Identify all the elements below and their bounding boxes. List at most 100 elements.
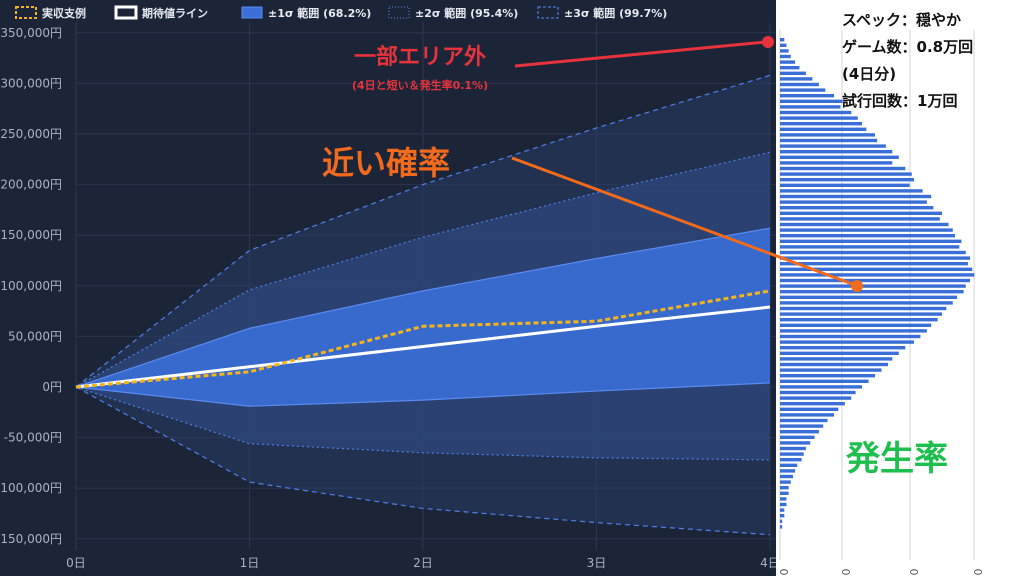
histogram-bar [780,133,876,137]
histogram-bar [780,463,798,467]
legend-label: ±3σ 範囲 (99.7%) [564,6,667,20]
histogram-bar [780,178,914,182]
x-tick-label: 0日 [66,556,86,570]
sigma1-lower-line [75,382,771,407]
legend-label: 実収支例 [42,6,86,20]
y-tick-label: 50,000円 [8,329,62,343]
histogram-bar [780,469,796,473]
histogram-bar [780,88,826,92]
sigma3-upper-line [75,74,771,388]
histogram-bar [780,346,906,350]
histogram-bar [780,402,845,406]
histogram-bar [780,458,802,462]
histogram-bar [780,161,893,165]
legend-swatch [15,6,37,19]
legend-label: 期待値ライン [142,6,208,20]
histogram-bar [780,306,947,311]
histogram-bar [780,206,934,210]
histogram-bar [780,514,785,518]
histogram: 0 0 0 0 [777,30,984,576]
histogram-bar [780,239,962,243]
legend-swatch [388,6,410,19]
histogram-bar [780,368,882,372]
histogram-bar [780,49,789,53]
histogram-bar [780,54,791,59]
occurrence-label: 発生率 [846,439,948,479]
histogram-bar [780,295,958,299]
outside-area-title: 一部エリア外 [354,44,486,70]
histogram-bar [780,262,968,266]
histogram-bar [780,66,800,70]
sigma3-lower-line [75,386,771,536]
x-tick-labels: 0日 1日 2日 3日 4日 [66,556,776,570]
spec-line-4: 試行回数：1万回 [842,92,958,110]
histogram-bar [780,200,927,204]
histogram-bar [780,60,796,64]
histogram-bar [780,38,785,42]
histogram-bar [780,474,793,479]
histogram-bar [780,508,785,512]
histogram-bar [780,446,806,451]
actual-line [75,289,771,389]
y-tick-label: 100,000円 [0,279,62,293]
legend-swatch [537,6,559,19]
histogram-bar [780,480,791,484]
histogram-bar [780,519,783,523]
histogram-bar [780,418,828,423]
histogram-bar [780,194,932,199]
histogram-bar [780,413,834,417]
sigma1-upper-line [75,227,771,388]
histogram-bar [780,379,869,383]
histogram-bar [780,430,819,434]
spec-line-2: ゲーム数：0.8万回 [842,38,974,56]
histogram-bar [780,284,966,288]
histogram-bar [780,301,953,305]
histogram-bar [780,267,973,271]
histogram-panel: 0 0 0 0 [776,0,1024,576]
chart-panel: -150,000円 -100,000円 -50,000円 0円 50,000円 100,0… [0,0,776,576]
legend-label: ±2σ 範囲 (95.4%) [415,6,518,20]
histogram-bar [780,362,888,367]
histogram-bar [780,374,876,378]
histogram-bar [780,138,878,143]
histogram-bar [780,323,932,327]
histogram-bar [780,256,971,260]
x-tick-label: 3日 [587,556,607,570]
histogram-bar [780,357,893,361]
y-tick-label: 350,000円 [0,26,62,40]
histogram-bar [780,334,921,339]
histogram-bar [780,127,867,131]
histogram-axis-label: 0 [839,569,852,576]
histogram-bar [780,351,899,355]
histogram-bar [780,407,839,411]
histogram-bar [780,497,787,501]
y-tick-label: 150,000円 [0,228,62,242]
close-prob-label: 近い確率 [322,144,450,182]
histogram-bar [780,441,811,445]
y-tick-label: -50,000円 [4,431,62,445]
histogram-bar [780,396,852,400]
histogram-bar [780,312,942,316]
histogram-bar [780,155,899,159]
histogram-bar [780,424,824,428]
outside-area-arrow [514,40,767,68]
histogram-bar [780,189,923,193]
sigma2-lower-line [75,386,771,461]
histogram-bar [780,318,938,322]
histogram-bar [780,222,949,227]
y-tick-label: 0円 [42,380,62,394]
legend-swatch [114,5,138,20]
histogram-bar [780,340,914,344]
x-tick-label: 1日 [240,556,260,570]
histogram-bar [780,71,806,75]
spec-line-1: スペック：穏やか [842,11,961,29]
y-tick-label: -150,000円 [0,532,62,546]
histogram-bar [780,228,953,232]
histogram-bar [780,329,927,333]
histogram-bar [780,390,856,395]
histogram-bar [780,217,940,221]
histogram-bar [780,94,834,98]
histogram-bar [780,166,906,171]
histogram-bar [780,43,787,47]
histogram-bar [780,211,942,215]
